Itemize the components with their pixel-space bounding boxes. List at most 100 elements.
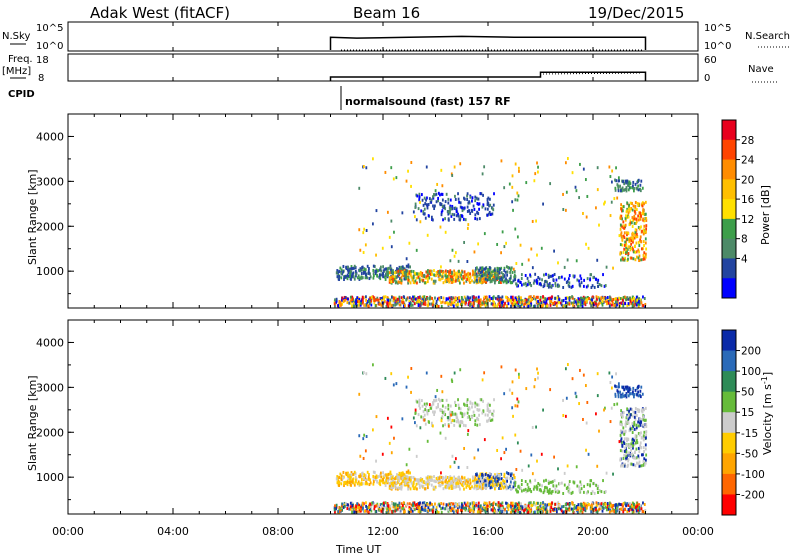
power-cell [410,297,413,301]
power-cell [629,221,632,225]
velocity-cell [639,444,642,448]
power-cell [561,299,563,303]
velocity-cell [605,471,608,475]
velocity-cell [357,480,360,484]
freq-tick-bottom: 8 [38,73,44,84]
velocity-cell [430,508,433,512]
velocity-cell [394,507,397,511]
power-cell [351,274,353,278]
velocity-cell [356,482,359,486]
power-cell [623,258,626,262]
velocity-cell [556,502,559,506]
velocity-cell [426,402,428,406]
velocity-cell [642,415,645,419]
velocity-cell [494,482,497,486]
velocity-cell [362,502,365,506]
velocity-cell [501,507,503,511]
velocity-cell [487,478,490,482]
velocity-cell [410,509,412,513]
power-cell [341,302,344,306]
power-cell [496,266,499,270]
velocity-cell [643,449,645,453]
velocity-cell [421,404,424,408]
velocity-cell [608,501,611,505]
velocity-cell [513,481,516,485]
velocity-cell [343,504,346,508]
velocity-cell [476,486,479,490]
velocity-cell [621,395,623,399]
power-cell [452,304,455,308]
power-cell [603,284,606,288]
power-cell [430,198,433,202]
power-cell [532,281,535,285]
power-cell [516,300,519,304]
power-cell [447,212,450,216]
velocity-cell [643,408,645,412]
power-cell [408,241,411,245]
velocity-cell [643,457,646,461]
power-cell [496,304,498,308]
power-cell [630,221,633,225]
velocity-cell [514,404,517,408]
power-cell [587,296,589,300]
power-cell [478,279,481,283]
velocity-cell [334,510,336,514]
velocity-cell [490,508,493,512]
power-cell [492,296,495,300]
velocity-cell [609,508,611,512]
power-cell [457,259,460,263]
power-cell [503,186,506,190]
power-cell [503,266,506,270]
velocity-cell [478,483,481,487]
power-cell [596,188,599,192]
velocity-cell [424,508,427,512]
power-cell [509,270,512,274]
power-cell [644,237,647,241]
velocity-cell [620,430,623,434]
power-cell [334,304,336,308]
velocity-cell [565,396,568,400]
velocity-cell [443,411,445,415]
power-cell [614,178,616,182]
velocity-cell [496,484,499,488]
velocity-cell [375,459,377,463]
power-cell [520,298,522,302]
velocity-cell [410,481,413,485]
power-cell [407,281,410,285]
power-cell [395,176,398,180]
velocity-cell [615,372,617,376]
velocity-cell [421,507,423,511]
velocity-cell [493,474,496,478]
power-cell [456,297,459,301]
velocity-cell [477,501,480,505]
power-cell [397,269,400,273]
power-cell [473,295,475,299]
power-cell [362,231,365,235]
velocity-cell [386,507,389,511]
power-cell [372,295,374,299]
power-cell [487,196,490,200]
velocity-cell [400,484,403,488]
power-cell [595,295,598,299]
power-cell [575,189,578,193]
velocity-cell [352,507,355,511]
power-cell [631,302,634,306]
power-cell [524,281,527,285]
power-cell [435,192,438,196]
power-cell [354,272,357,276]
velocity-cell [505,447,507,451]
power-cell [352,271,355,275]
power-cell [481,280,484,284]
power-cell [339,300,342,304]
velocity-cell [579,509,582,513]
velocity-cell [425,476,428,480]
power-cell [560,303,563,307]
velocity-cell [619,433,622,437]
velocity-cell [508,484,511,488]
power-cell [624,187,627,191]
freq-tick-top: 18 [36,55,49,66]
velocity-cell [510,501,513,505]
power-cell [338,274,341,278]
power-cell [468,209,470,213]
power-cell [383,300,386,304]
